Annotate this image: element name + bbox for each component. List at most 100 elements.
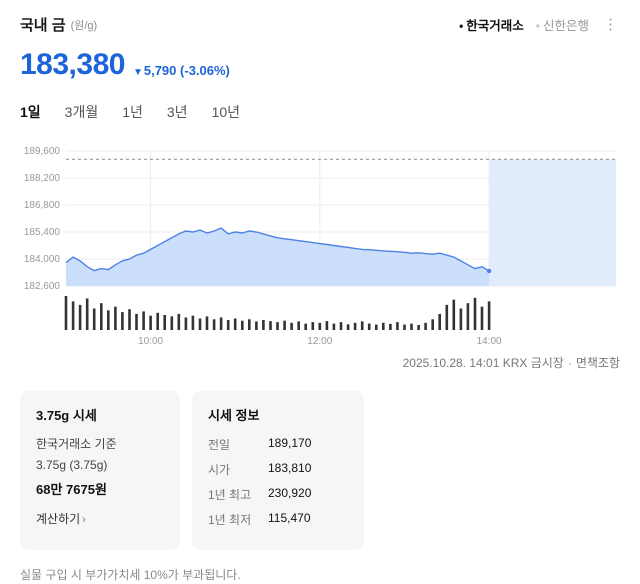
source-label: 한국거래소 [466,19,524,33]
x-tick-label: 10:00 [138,336,163,346]
price-change: ▼5,790 (-3.06%) [133,63,230,80]
volume-bar [445,304,449,330]
unit-card-basis: 한국거래소 기준 [36,437,117,451]
unit-card-title: 3.75g 시세 [36,408,97,423]
separator-dot: · [567,356,572,370]
volume-bar [290,322,293,330]
info-value: 115,470 [268,511,311,525]
volume-bar [85,298,89,330]
source-switcher: • 한국거래소 • 신한은행 ⋮ [459,15,620,34]
y-tick-label: 186,800 [24,200,61,211]
market-info-card: 시세 정보 전일 189,170 시가 183,810 1년 최고 230,92… [192,391,364,550]
future-region [489,159,616,286]
timestamp: 2025.10.28. 14:01 KRX 금시장 [402,356,564,370]
volume-bar [92,308,96,330]
volume-bar [71,301,75,330]
volume-bar [487,301,491,330]
volume-bar [135,313,138,330]
info-cards: 3.75g 시세 한국거래소 기준 3.75g (3.75g) 68만 7675… [20,391,620,550]
info-card-title: 시세 정보 [208,408,260,423]
volume-bar [156,312,159,330]
price-unit-label: (원/g) [70,19,98,32]
volume-bar [480,306,484,330]
volume-bar [339,322,343,330]
volume-bar [248,319,251,330]
volume-bar [163,315,166,330]
info-value: 230,920 [268,486,312,500]
source-label: 신한은행 [542,19,589,33]
tab-1year[interactable]: 1년 [122,104,143,120]
y-tick-label: 182,600 [24,281,61,292]
volume-bar [184,317,188,330]
volume-bar [396,322,399,330]
volume-bar [304,323,307,330]
volume-bar [353,322,357,330]
info-row-year-high: 1년 최고 230,920 [208,486,348,503]
info-label: 전일 [208,438,231,452]
chart-meta: 2025.10.28. 14:01 KRX 금시장 · 면책조항 [20,354,620,371]
calculator-link-label: 계산하기 [36,511,81,526]
chart-area: 189,600 188,200 186,800 185,400 184,000 182,6… [20,146,620,346]
y-tick-label: 189,600 [24,146,61,157]
info-value: 189,170 [268,436,312,450]
tab-3months[interactable]: 3개월 [64,104,99,120]
source-option-shinhan[interactable]: • 신한은행 [536,15,589,34]
disclaimer-link[interactable]: 면책조항 [575,356,620,370]
volume-bar [64,296,68,330]
volume-bar [438,313,441,330]
info-label: 시가 [208,463,231,477]
info-row-year-low: 1년 최저 115,470 [208,511,348,528]
chevron-right-icon: › [82,513,86,526]
volume-bar [346,324,350,330]
tab-3years[interactable]: 3년 [166,104,188,120]
source-option-krx[interactable]: • 한국거래소 [459,15,524,34]
volume-bar [262,320,265,330]
volume-bar [142,311,145,330]
info-value: 183,810 [268,461,312,475]
volume-bar [128,309,131,330]
calculator-link[interactable]: 계산하기 › [36,510,164,527]
period-tabs: 1일 3개월 1년 3년 10년 [20,102,620,122]
unit-price-card: 3.75g 시세 한국거래소 기준 3.75g (3.75g) 68만 7675… [20,391,180,550]
change-amount: 5,790 [143,63,177,78]
volume-bar [149,315,152,330]
unit-card-weight: 3.75g (3.75g) [36,458,108,473]
price-chart[interactable]: 189,600 188,200 186,800 185,400 184,000 182,6… [20,146,620,292]
volume-bar [191,315,195,330]
bullet-icon: • [459,19,464,33]
volume-bar [367,323,371,330]
volume-bar [417,325,420,330]
volume-bar [360,321,364,330]
volume-bar [318,322,322,330]
volume-bar [121,312,124,330]
volume-bar [177,313,181,330]
volume-bar [276,322,279,330]
volume-bar [473,297,477,330]
info-row-prev-close: 전일 189,170 [208,436,348,453]
header: 국내 금 (원/g) • 한국거래소 • 신한은행 ⋮ [20,14,620,35]
tab-1day[interactable]: 1일 [20,104,41,120]
tab-10years[interactable]: 10년 [211,104,241,120]
volume-bar [424,322,427,330]
bullet-icon: • [535,19,540,33]
volume-bar [389,323,392,330]
page-title: 국내 금 [20,17,66,34]
volume-bar [452,299,456,330]
current-price: 183,380 [20,48,125,81]
volume-bar [459,308,463,330]
volume-bar [212,319,216,330]
info-row-open: 시가 183,810 [208,461,348,478]
volume-bar [114,306,117,330]
volume-bar [170,316,174,330]
y-tick-label: 188,200 [24,173,61,184]
change-percent: (-3.06%) [180,63,230,78]
volume-bar [311,322,315,330]
volume-bar [233,318,237,330]
vat-notice: 실물 구입 시 부가가치세 10%가 부과됩니다. [20,568,241,582]
volume-bar [297,321,300,330]
volume-bar [403,324,406,330]
more-menu-icon[interactable]: ⋮ [603,16,618,33]
volume-chart[interactable]: 10:00 12:00 14:00 [20,292,620,346]
volume-bar [255,321,258,330]
